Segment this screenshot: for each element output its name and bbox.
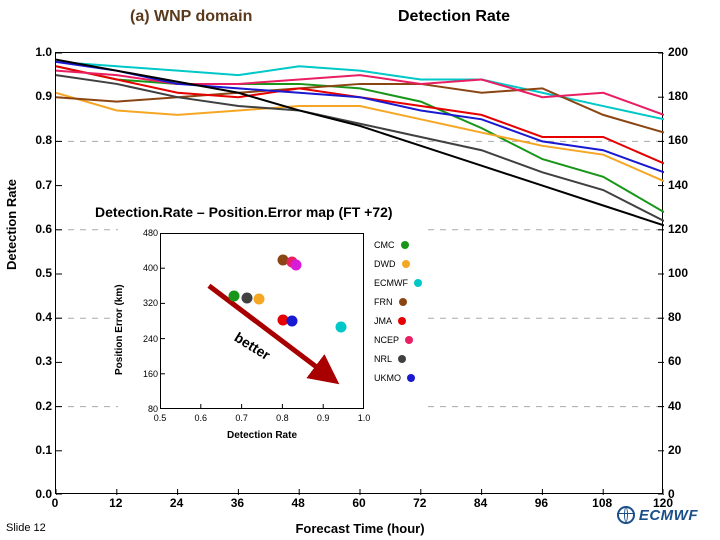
inset-x-tick: 0.5 [154, 413, 167, 423]
x-tick-label: 60 [352, 496, 365, 510]
scatter-ecmwf [335, 322, 346, 333]
scatter-cmc [229, 290, 240, 301]
better-arrow [209, 286, 331, 378]
y1-tick-label: 1.0 [12, 45, 52, 59]
y1-tick-label: 0.1 [12, 443, 52, 457]
slide-number: Slide 12 [6, 522, 46, 534]
legend-dot-icon [414, 279, 422, 287]
y2-tick-label: 200 [668, 45, 708, 59]
globe-icon [617, 506, 635, 524]
y2-tick-label: 20 [668, 443, 708, 457]
inset-x-tick: 0.8 [276, 413, 289, 423]
y1-tick-label: 0.7 [12, 178, 52, 192]
inset-y-tick: 160 [134, 369, 158, 379]
scatter-nrl [241, 292, 252, 303]
legend-item-jma: JMA [374, 311, 422, 330]
series-ukmo [56, 62, 664, 173]
y2-tick-label: 140 [668, 178, 708, 192]
inset-x-axis-label: Detection Rate [160, 430, 364, 441]
y2-tick-label: 80 [668, 310, 708, 324]
y2-tick-label: 0 [668, 487, 708, 501]
chart-subtitle-left: (a) WNP domain [130, 8, 252, 26]
y2-tick-label: 60 [668, 354, 708, 368]
x-tick-label: 72 [413, 496, 426, 510]
y1-tick-label: 0.9 [12, 89, 52, 103]
legend-label: FRN [374, 297, 393, 307]
legend-label: DWD [374, 259, 396, 269]
legend-item-dwd: DWD [374, 254, 422, 273]
legend-label: JMA [374, 316, 392, 326]
x-tick-label: 24 [170, 496, 183, 510]
y1-tick-label: 0.3 [12, 354, 52, 368]
legend-dot-icon [399, 298, 407, 306]
legend-item-cmc: CMC [374, 235, 422, 254]
y2-tick-label: 100 [668, 266, 708, 280]
inset-legend: CMC DWD ECMWF FRN JMA NCEP NRL UKMO [374, 235, 422, 387]
x-tick-label: 96 [535, 496, 548, 510]
legend-label: NCEP [374, 335, 399, 345]
scatter-ukmo [286, 315, 297, 326]
x-tick-label: 84 [474, 496, 487, 510]
inset-x-tick: 1.0 [358, 413, 371, 423]
y1-tick-label: 0.0 [12, 487, 52, 501]
legend-label: UKMO [374, 373, 401, 383]
legend-label: CMC [374, 240, 395, 250]
inset-y-tick: 320 [134, 298, 158, 308]
chart-subtitle-right: Detection Rate [398, 8, 510, 26]
y2-tick-label: 120 [668, 222, 708, 236]
x-tick-label: 108 [592, 496, 612, 510]
inset-y-tick: 400 [134, 263, 158, 273]
legend-dot-icon [401, 241, 409, 249]
legend-item-ukmo: UKMO [374, 368, 422, 387]
y1-tick-label: 0.2 [12, 399, 52, 413]
scatter-extra [290, 259, 301, 270]
inset-title: Detection.Rate – Position.Error map (FT … [95, 204, 393, 220]
x-tick-label: 36 [231, 496, 244, 510]
legend-dot-icon [407, 374, 415, 382]
legend-item-frn: FRN [374, 292, 422, 311]
x-tick-label: 12 [109, 496, 122, 510]
inset-x-tick: 0.9 [317, 413, 330, 423]
legend-item-ncep: NCEP [374, 330, 422, 349]
y1-tick-label: 0.6 [12, 222, 52, 236]
inset-x-tick: 0.6 [195, 413, 208, 423]
legend-label: NRL [374, 354, 392, 364]
inset-y-tick: 480 [134, 228, 158, 238]
x-axis-label: Forecast Time (hour) [0, 521, 720, 536]
series-cmc [56, 66, 664, 212]
legend-item-ecmwf: ECMWF [374, 273, 422, 292]
x-tick-label: 48 [292, 496, 305, 510]
inset-y-axis-label: Position Error (km) [114, 284, 125, 375]
y1-tick-label: 0.4 [12, 310, 52, 324]
legend-label: ECMWF [374, 278, 408, 288]
legend-dot-icon [402, 260, 410, 268]
legend-dot-icon [405, 336, 413, 344]
y2-tick-label: 160 [668, 133, 708, 147]
y2-tick-label: 40 [668, 399, 708, 413]
legend-dot-icon [398, 317, 406, 325]
y1-tick-label: 0.5 [12, 266, 52, 280]
inset-plot-area: better [160, 233, 364, 409]
scatter-dwd [253, 294, 264, 305]
legend-item-nrl: NRL [374, 349, 422, 368]
inset-svg [160, 233, 364, 409]
legend-dot-icon [398, 355, 406, 363]
inset-scatter-chart: Position Error (km) Detection Rate bette… [118, 225, 426, 441]
y2-tick-label: 180 [668, 89, 708, 103]
inset-x-tick: 0.7 [235, 413, 248, 423]
x-tick-label: 0 [52, 496, 59, 510]
inset-y-tick: 240 [134, 334, 158, 344]
y1-tick-label: 0.8 [12, 133, 52, 147]
